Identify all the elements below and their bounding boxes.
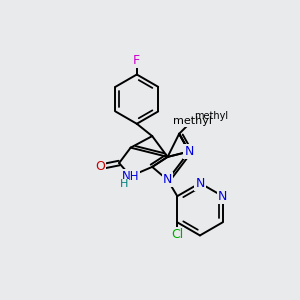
Text: methyl: methyl bbox=[173, 116, 212, 126]
Text: N: N bbox=[218, 190, 227, 203]
Text: F: F bbox=[133, 54, 140, 67]
Text: Cl: Cl bbox=[171, 228, 183, 241]
Text: N: N bbox=[195, 177, 205, 190]
Text: H: H bbox=[120, 179, 129, 189]
Text: O: O bbox=[95, 160, 105, 173]
Text: NH: NH bbox=[122, 169, 140, 183]
Text: methyl: methyl bbox=[194, 111, 228, 121]
Text: N: N bbox=[184, 145, 194, 158]
Text: N: N bbox=[163, 173, 172, 187]
